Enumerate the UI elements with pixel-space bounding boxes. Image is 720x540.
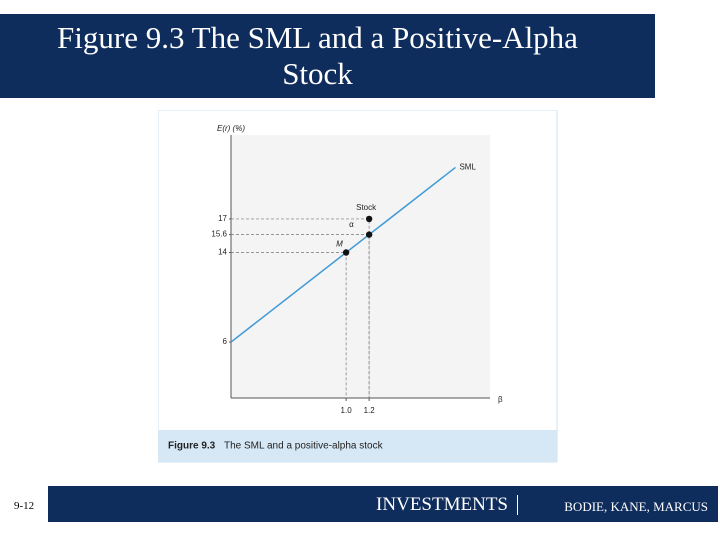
x-axis-label: β <box>498 395 503 404</box>
x-tick-label: 1.0 <box>341 406 353 415</box>
point <box>365 215 373 223</box>
x-tick-label: 1.2 <box>364 406 376 415</box>
point-label: M <box>336 240 343 249</box>
footer-brand: INVESTMENTS <box>376 494 508 515</box>
y-axis-label: E(r) (%) <box>217 124 245 133</box>
point-label: Stock <box>356 203 377 212</box>
footer-authors: BODIE, KANE, MARCUS <box>564 499 708 514</box>
caption-number: Figure 9.3 <box>168 441 216 452</box>
y-tick-label: 14 <box>218 248 227 257</box>
point <box>342 249 350 256</box>
series-label: SML <box>459 163 476 172</box>
footer-bar: INVESTMENTS BODIE, KANE, MARCUS <box>48 486 718 522</box>
chart: Figure 9.3 The SML and a positive-alpha … <box>158 110 558 463</box>
plot-area <box>231 135 490 398</box>
sml-line <box>230 166 456 343</box>
caption-text: The SML and a positive-alpha stock <box>224 441 384 452</box>
slide-title: Figure 9.3 The SML and a Positive-Alpha … <box>0 14 655 98</box>
y-tick-label: 6 <box>223 337 228 346</box>
footer-separator <box>517 495 518 515</box>
y-tick-label: 15.6 <box>211 230 227 239</box>
page-number: 9-12 <box>14 500 35 512</box>
point <box>365 231 373 238</box>
caption-band <box>158 430 557 462</box>
y-tick-label: 17 <box>218 214 227 223</box>
alpha-label: α <box>349 220 354 229</box>
guide-line <box>231 234 370 398</box>
